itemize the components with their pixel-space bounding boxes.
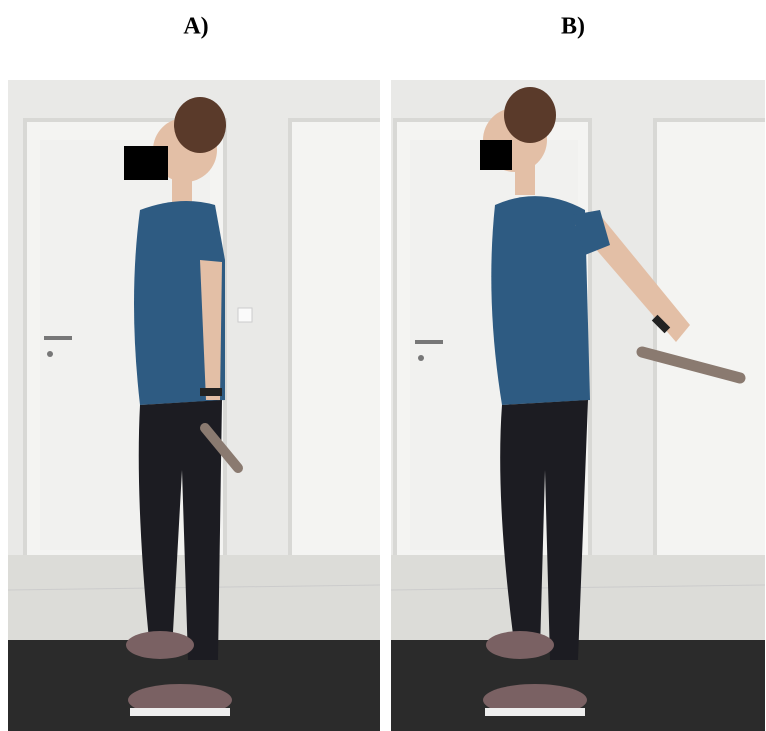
photo-a	[8, 80, 380, 731]
panel-label: A)	[183, 14, 208, 40]
photo-b	[391, 80, 765, 731]
panel-label: B)	[561, 14, 585, 40]
